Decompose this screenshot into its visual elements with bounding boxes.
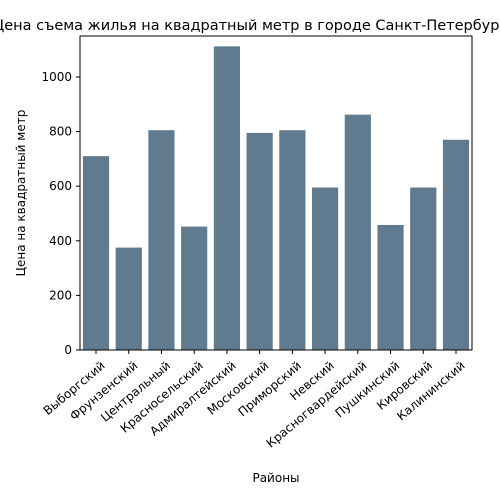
y-tick-label: 600 — [49, 179, 72, 193]
bar-9 — [344, 114, 371, 350]
x-axis-label: Районы — [252, 471, 299, 485]
x-axis: ВыборгскийФрунзенскийЦентральныйКрасносе… — [41, 350, 468, 451]
bar-3 — [148, 130, 175, 350]
bar-1 — [82, 156, 110, 350]
bar-2 — [115, 247, 142, 350]
bar-5 — [213, 46, 240, 350]
bar-8 — [312, 187, 339, 350]
bar-10 — [377, 224, 404, 350]
y-tick-label: 1000 — [41, 70, 72, 84]
y-tick-label: 200 — [49, 288, 72, 302]
bar-12 — [442, 139, 470, 350]
bar-6 — [246, 132, 273, 350]
bar-11 — [410, 187, 437, 350]
bar-7 — [279, 130, 306, 350]
chart-title: Цена съема жилья на квадратный метр в го… — [0, 18, 500, 34]
y-tick-label: 0 — [64, 343, 72, 357]
y-tick-label: 800 — [49, 125, 72, 139]
bars-group — [82, 46, 470, 350]
y-tick-label: 400 — [49, 234, 72, 248]
bar-4 — [181, 226, 208, 350]
y-axis: 0 200 400 600 800 1000 — [41, 70, 80, 357]
plot-frame — [79, 35, 473, 351]
y-axis-label: Цена на квадратный метр — [14, 110, 28, 277]
